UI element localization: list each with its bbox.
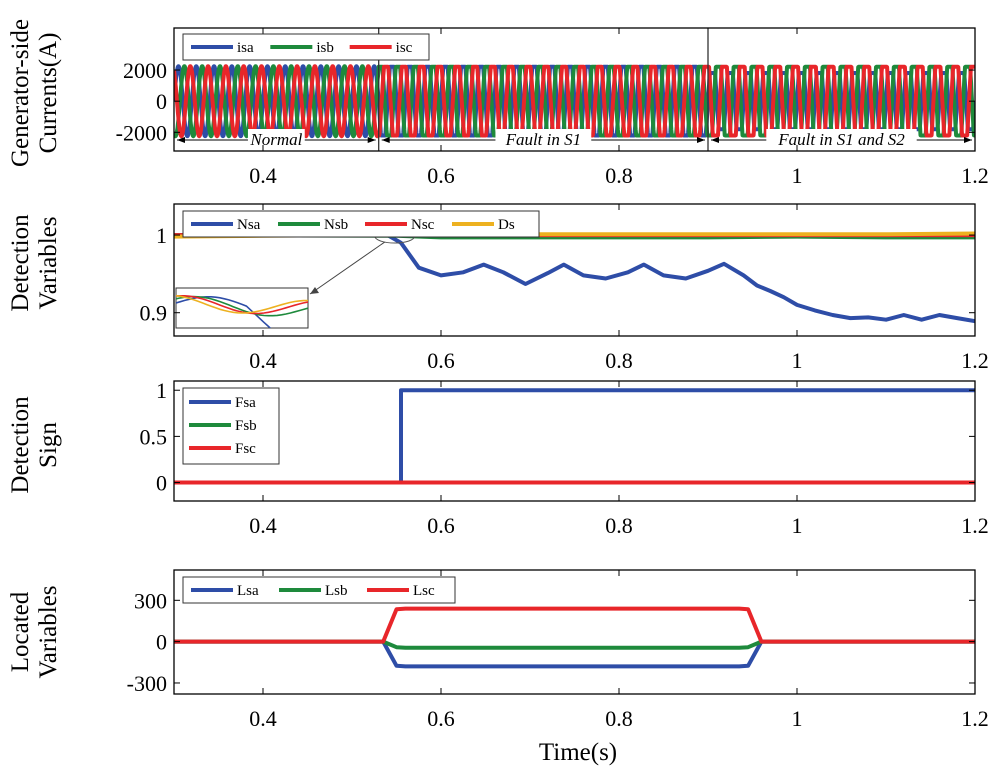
annotation-text: Fault in S1	[505, 130, 582, 149]
legend: isa isb isc	[182, 33, 430, 61]
legend-label-Lsc: Lsc	[413, 583, 435, 599]
legend-label-Lsa: Lsa	[237, 583, 259, 599]
x-tick-label: 1.2	[961, 513, 989, 538]
legend: Fsa Fsb Fsc	[182, 387, 280, 465]
legend-label-Ds: Ds	[498, 217, 515, 233]
annotation-arrowhead-left	[177, 137, 185, 143]
annotation-arrowhead-right	[697, 137, 705, 143]
annotation-arrowhead-left	[711, 137, 719, 143]
inset-series-Ds	[176, 294, 308, 314]
legend-label-Nsb: Nsb	[324, 217, 348, 233]
x-tick-label: 1	[792, 163, 803, 188]
panel-currents: Normal Fault in S1 Fault in S1 and S2 0.4 0.…	[7, 19, 989, 188]
x-tick-label: 0.8	[605, 348, 633, 373]
y-axis-label: Currents(A)	[35, 33, 62, 154]
inset-box	[175, 287, 309, 329]
panel-frame	[173, 203, 976, 337]
annotation-arrowhead-right	[964, 137, 972, 143]
x-tick-label: 1	[792, 348, 803, 373]
y-axis-label: Generator-side	[7, 19, 34, 167]
legend-label-isc: isc	[396, 40, 413, 56]
x-tick-label: 1.2	[961, 348, 989, 373]
legend-label-Nsa: Nsa	[237, 217, 261, 233]
legend: Nsa Nsb Nsc Ds	[182, 210, 540, 238]
inset-plot	[176, 294, 308, 328]
x-tick-label: 1	[792, 513, 803, 538]
zoom-pointer	[309, 241, 386, 295]
y-tick-label: 0.9	[140, 301, 168, 326]
panel-detection_sign: 0.4 0.6 0.8 1 1.2 1 0.5 0 Detection Sign Fsa Fsb Fsc	[7, 378, 989, 538]
plot-area	[174, 388, 975, 485]
y-tick-label: 1	[156, 378, 167, 403]
x-tick-label: 0.6	[427, 513, 455, 538]
legend-label-Fsa: Fsa	[235, 395, 256, 411]
series-Nsa	[174, 233, 975, 324]
y-axis-label: Variables	[35, 585, 62, 678]
x-tick-label: 0.8	[605, 513, 633, 538]
x-tick-label: 0.4	[249, 706, 277, 731]
legend-label-Fsb: Fsb	[235, 418, 257, 434]
legend-label-Nsc: Nsc	[411, 217, 435, 233]
y-tick-label: 300	[134, 588, 167, 613]
panel-located_variables: 0.4 0.6 0.8 1 1.2 300 0 -300 Located Variables Lsa…	[7, 569, 989, 731]
legend: Lsa Lsb Lsc	[182, 576, 456, 604]
series-isa	[174, 64, 975, 139]
legend-label-Lsb: Lsb	[325, 583, 348, 599]
y-tick-label: -2000	[116, 120, 167, 145]
y-axis-label: Detection	[7, 396, 34, 494]
y-tick-label: 0	[156, 630, 167, 655]
annotation-bg	[766, 129, 917, 149]
x-tick-label: 0.4	[249, 513, 277, 538]
y-tick-label: 0.5	[140, 424, 168, 449]
y-tick-label: -300	[127, 671, 167, 696]
annotation-text: Fault in S1 and S2	[777, 130, 905, 149]
x-axis-label: Time(s)	[539, 739, 617, 766]
series-Lsa	[174, 639, 975, 669]
plot-area	[174, 606, 975, 669]
y-tick-label: 1	[156, 223, 167, 248]
legend-label-Fsc: Fsc	[235, 441, 256, 457]
x-tick-label: 0.8	[605, 706, 633, 731]
inset-series-Nsc	[176, 295, 308, 315]
panel-frame	[173, 27, 976, 152]
zoom-pointer-head	[310, 287, 319, 294]
legend-label-isa: isa	[237, 40, 254, 56]
series-Lsc	[174, 606, 975, 644]
y-axis-label: Variables	[35, 216, 62, 309]
legend-label-isb: isb	[316, 40, 334, 56]
y-axis-label: Detection	[7, 214, 34, 312]
x-tick-label: 0.6	[427, 163, 455, 188]
x-tick-label: 1.2	[961, 706, 989, 731]
y-tick-label: 0	[156, 89, 167, 114]
panel-frame	[173, 380, 976, 502]
x-tick-label: 0.8	[605, 163, 633, 188]
series-isb	[174, 64, 975, 139]
x-tick-label: 0.6	[427, 348, 455, 373]
x-tick-label: 0.6	[427, 706, 455, 731]
annotation-bg	[495, 129, 592, 149]
annotation-arrowhead-left	[381, 137, 390, 143]
y-axis-label: Sign	[35, 422, 62, 468]
series-Lsb	[174, 639, 975, 650]
annotation-text: Normal	[249, 130, 302, 149]
x-tick-label: 1	[792, 706, 803, 731]
annotation-arrowhead-right	[367, 137, 376, 143]
x-tick-label: 0.4	[249, 348, 277, 373]
inset-series-Nsb	[176, 295, 308, 317]
annotation-bg	[247, 129, 305, 149]
y-tick-label: 0	[156, 471, 167, 496]
y-tick-label: 2000	[123, 58, 167, 83]
x-tick-label: 0.4	[249, 163, 277, 188]
y-axis-label: Located	[7, 591, 34, 672]
x-tick-label: 1.2	[961, 163, 989, 188]
panel-frame	[173, 569, 976, 695]
